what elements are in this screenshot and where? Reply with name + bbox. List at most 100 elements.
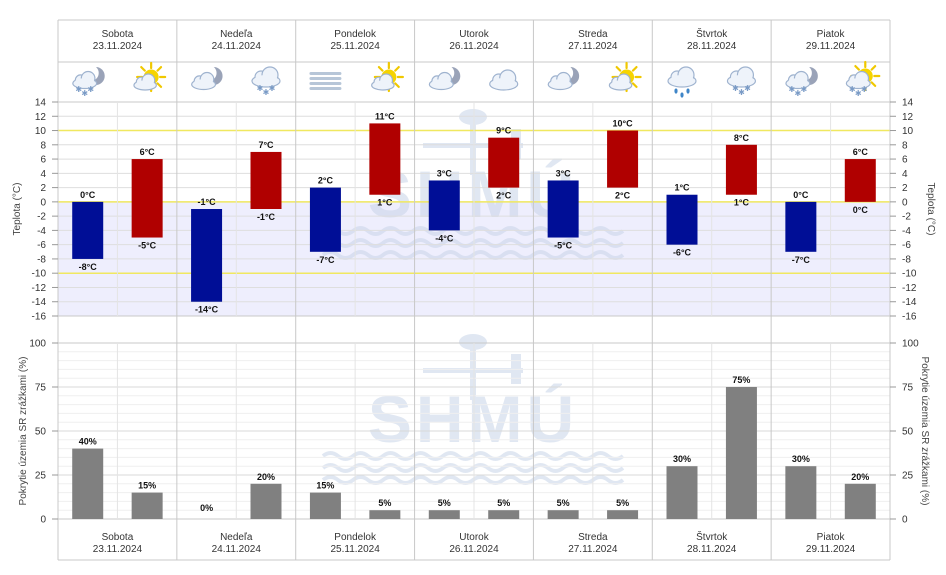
temperature-max-label: 6°C [140, 147, 156, 157]
temperature-y-tick-left: 12 [35, 112, 47, 123]
temperature-y-axis-title-left: Teplota (°C) [12, 183, 23, 236]
fog-line [309, 72, 342, 75]
header-day-name: Pondelok [334, 29, 377, 40]
cloud-shape [785, 70, 811, 90]
labels-layer: 0°C -8°C -1°C -14°C 2°C -7°C 3°C -4°C 3°C -5°C 1°C… [79, 111, 870, 513]
temperature-y-tick-left: 14 [35, 98, 47, 109]
snowflake-glyph: ✱ [75, 85, 82, 94]
fog-line [309, 82, 342, 85]
temperature-min-label: -6°C [673, 248, 692, 258]
temperature-bar-day [131, 159, 163, 238]
temperature-bar-day [725, 144, 757, 195]
precipitation-label: 5% [616, 498, 629, 508]
temperature-y-tick-right: 10 [902, 126, 914, 137]
temperature-max-label: 1°C [674, 183, 690, 193]
footer-day-name: Štvrtok [696, 530, 728, 543]
precipitation-y-tick-left: 100 [29, 339, 46, 350]
precipitation-bar-day [250, 483, 282, 519]
temperature-bar-night [547, 180, 579, 238]
shmu-watermark: SHMÚ [321, 334, 625, 485]
footer-day-name: Pondelok [334, 532, 377, 543]
shmu-watermark: SHMÚ [321, 109, 625, 260]
temperature-min-label: -8°C [79, 262, 98, 272]
sun-ray [377, 66, 384, 72]
weather-icons-row: ✱ ✱ ✱ ✱ ✱ ✱ ✱ ✱ ✱ ✱ ✱ ✱ ✱ ✱ ✱ [72, 60, 881, 98]
sun-ray [854, 65, 861, 71]
temperature-y-tick-right: -14 [902, 297, 917, 308]
sun-cloud-icon [371, 61, 404, 93]
temperature-max-label: 2°C [318, 176, 334, 186]
raindrop [686, 88, 690, 94]
temperature-max-label: 3°C [556, 168, 572, 178]
header-day-name: Štvrtok [696, 27, 728, 40]
precipitation-label: 5% [497, 498, 510, 508]
temperature-y-tick-left: -8 [37, 254, 46, 265]
cloud-fill [610, 80, 631, 89]
cloud-shape [608, 73, 633, 91]
footer-day-date: 24.11.2024 [212, 544, 262, 555]
temperature-y-tick-right: -8 [902, 254, 911, 265]
temperature-y-tick-left: 4 [40, 169, 46, 180]
precipitation-bar-day [607, 510, 639, 519]
precipitation-y-tick-left: 25 [35, 471, 47, 482]
cloud-snow-icon: ✱ ✱ ✱ [726, 66, 757, 97]
footer-day-name: Nedeľa [220, 532, 253, 543]
temperature-max-label: 8°C [734, 133, 750, 143]
sun-ray [156, 66, 163, 72]
temperature-y-tick-right: -6 [902, 240, 911, 251]
precipitation-bar-day [725, 387, 757, 519]
precipitation-label: 40% [79, 437, 97, 447]
precipitation-y-tick-left: 0 [40, 515, 46, 526]
cloud-fill [193, 79, 214, 88]
snowflake-glyph: ✱ [269, 84, 276, 93]
night-cloud-snow-icon: ✱ ✱ ✱ [72, 65, 105, 98]
precipitation-y-tick-right: 25 [902, 471, 914, 482]
cloud-fill [135, 80, 155, 89]
precipitation-y-tick-right: 75 [902, 383, 914, 394]
cloud-icon [489, 69, 519, 91]
temperature-min-label: -5°C [554, 241, 573, 251]
temperature-min-label: -14°C [195, 305, 219, 315]
footer-day-name: Sobota [102, 532, 134, 543]
sun-cloud-snow-icon: ✱ ✱ ✱ [845, 60, 881, 98]
temperature-bar-night [785, 201, 817, 252]
watermark-vane [423, 143, 523, 148]
temperature-max-label: 7°C [258, 140, 274, 150]
precipitation-label: 5% [557, 498, 570, 508]
temperature-y-tick-left: -4 [37, 226, 46, 237]
header-day-name: Nedeľa [220, 29, 253, 40]
sun-ray [615, 66, 622, 72]
precipitation-label: 15% [316, 481, 334, 491]
temperature-y-tick-right: 4 [902, 169, 908, 180]
temperature-y-tick-right: -12 [902, 283, 917, 294]
precipitation-y-axis-title-left: Pokrytie územia SR zrážkami (%) [18, 357, 29, 506]
snowflake-glyph: ✱ [744, 84, 751, 93]
cloud-shape [845, 70, 871, 90]
temperature-y-tick-right: 6 [902, 155, 908, 166]
precipitation-bar-day [131, 492, 163, 519]
sun-ray [870, 81, 877, 87]
temperature-y-tick-left: 10 [35, 126, 47, 137]
temperature-y-tick-left: 6 [40, 155, 46, 166]
sun-ray [631, 82, 638, 88]
cloud-rain-icon [667, 66, 697, 98]
footer-day-date: 28.11.2024 [687, 544, 737, 555]
cloud-fill [848, 78, 869, 87]
precipitation-label: 30% [673, 454, 691, 464]
temperature-y-tick-left: -10 [32, 269, 47, 280]
cloud-fill [74, 78, 95, 87]
raindrop [674, 88, 678, 94]
temperature-bar-night [309, 187, 341, 252]
cloud-fill [431, 79, 452, 88]
temperature-y-tick-right: -2 [902, 212, 911, 223]
temperature-min-label: -1°C [257, 212, 276, 222]
precipitation-label: 0% [200, 503, 213, 513]
temperature-y-tick-right: 0 [902, 197, 908, 208]
header-day-date: 26.11.2024 [449, 41, 499, 52]
temperature-bar-night [191, 209, 223, 302]
footer-day-name: Streda [578, 532, 608, 543]
header-day-date: 28.11.2024 [687, 41, 737, 52]
watermark-wave [321, 475, 625, 485]
